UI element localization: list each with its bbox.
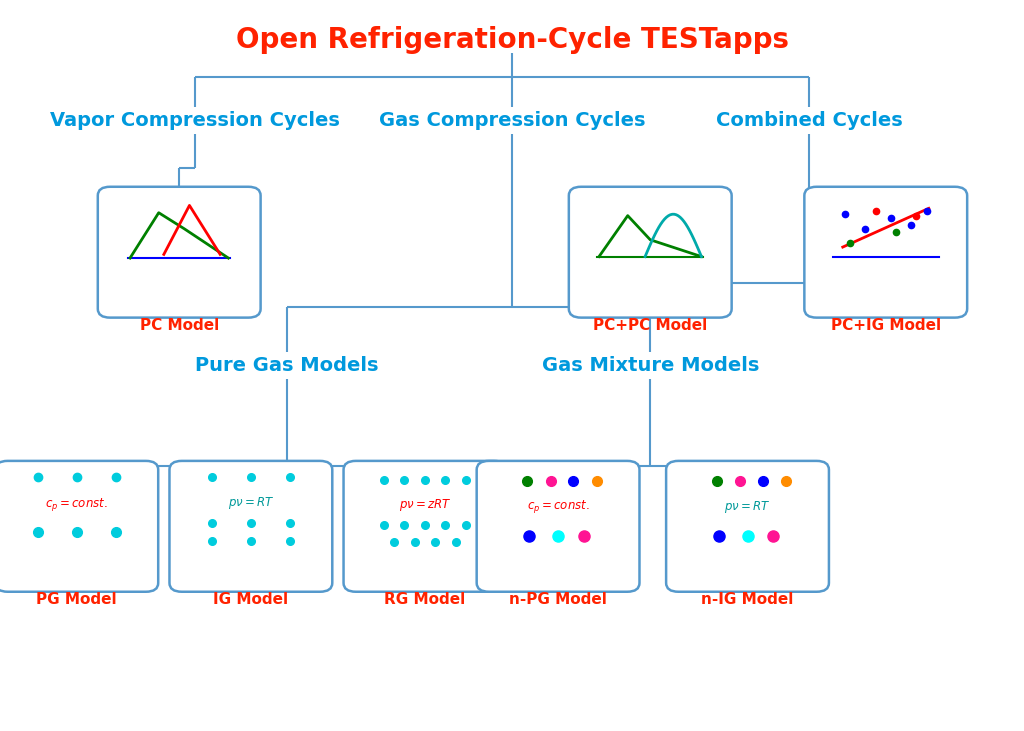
FancyBboxPatch shape [343, 461, 506, 592]
Text: PC+PC Model: PC+PC Model [593, 319, 708, 333]
FancyBboxPatch shape [569, 187, 731, 317]
Text: $c_p = const.$: $c_p = const.$ [45, 496, 109, 513]
Text: $p\nu = zRT$: $p\nu = zRT$ [398, 497, 452, 513]
Text: Vapor Compression Cycles: Vapor Compression Cycles [49, 111, 340, 130]
Text: Pure Gas Models: Pure Gas Models [195, 356, 379, 375]
Text: n-PG Model: n-PG Model [509, 592, 607, 607]
Text: $c_p = const.$: $c_p = const.$ [526, 498, 590, 515]
FancyBboxPatch shape [0, 461, 158, 592]
Text: Gas Compression Cycles: Gas Compression Cycles [379, 111, 645, 130]
FancyBboxPatch shape [666, 461, 829, 592]
Text: IG Model: IG Model [213, 592, 289, 607]
Text: RG Model: RG Model [384, 592, 466, 607]
Text: n-IG Model: n-IG Model [701, 592, 794, 607]
FancyBboxPatch shape [97, 187, 260, 317]
FancyBboxPatch shape [477, 461, 639, 592]
Text: PC+IG Model: PC+IG Model [830, 319, 941, 333]
Text: $p\nu = RT$: $p\nu = RT$ [724, 499, 771, 515]
Text: PC Model: PC Model [139, 319, 219, 333]
Text: Gas Mixture Models: Gas Mixture Models [542, 356, 759, 375]
Text: $p\nu = RT$: $p\nu = RT$ [227, 495, 274, 511]
FancyBboxPatch shape [805, 187, 967, 317]
Text: Combined Cycles: Combined Cycles [716, 111, 902, 130]
Text: PG Model: PG Model [37, 592, 117, 607]
Text: Open Refrigeration-Cycle TESTapps: Open Refrigeration-Cycle TESTapps [236, 26, 788, 54]
FancyBboxPatch shape [169, 461, 332, 592]
